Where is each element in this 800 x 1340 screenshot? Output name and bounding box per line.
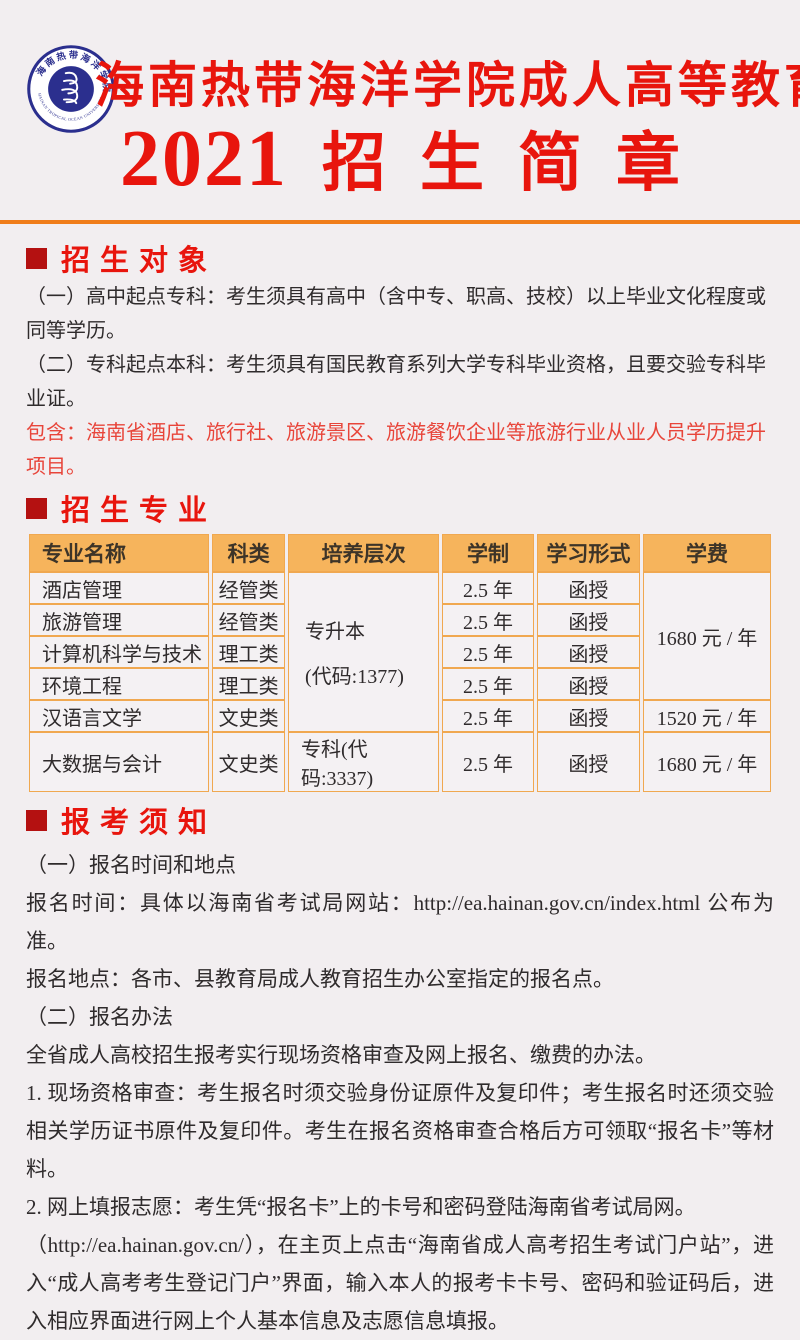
study-form-cell: 函授 [536, 668, 641, 700]
header: 海南热带海洋学院 HAINAN TROPICAL OCEAN UNIVERSIT… [0, 0, 800, 224]
major-name-cell: 计算机科学与技术 [29, 636, 210, 668]
section-heading-notice: 报考须知 [26, 804, 774, 839]
notice-paragraph-2: 报名时间：具体以海南省考试局网站：http://ea.hainan.gov.cn… [26, 891, 774, 953]
fee-merged-cell: 1680 元 / 年 [643, 572, 771, 700]
duration-cell: 2.5 年 [442, 636, 534, 668]
table-row: 大数据与会计 文史类 专科(代码:3337) 2.5 年 函授 1680 元 /… [29, 732, 771, 792]
majors-table: 专业名称 科类 培养层次 学制 学习形式 学费 酒店管理 经管类 专升本 (代码… [26, 534, 774, 792]
target-item-1: （一）高中起点专科：考生须具有高中（含中专、职高、技校）以上毕业文化程度或同等学… [26, 286, 766, 342]
duration-cell: 2.5 年 [442, 572, 534, 604]
table-row: 计算机科学与技术 理工类 2.5 年 函授 [29, 636, 771, 668]
red-square-bullet-icon [26, 809, 47, 831]
orange-divider [0, 220, 800, 224]
major-name-cell: 旅游管理 [29, 604, 210, 636]
header-major-name: 专业名称 [29, 534, 210, 572]
section-heading-majors: 招生专业 [26, 492, 774, 527]
university-logo-seal: 海南热带海洋学院 HAINAN TROPICAL OCEAN UNIVERSIT… [27, 45, 115, 133]
level-line1: 专升本 [304, 621, 365, 643]
section-heading-targets: 招生对象 [26, 242, 774, 277]
study-form-cell: 函授 [536, 572, 641, 604]
notice-paragraph-4: （二）报名办法 [26, 1005, 173, 1029]
targets-heading: 招生对象 [61, 245, 218, 277]
notice-paragraph-1: （一）报名时间和地点 [26, 853, 236, 877]
header-duration: 学制 [442, 534, 534, 572]
target-item-2: （二）专科起点本科：考生须具有国民教育系列大学专科毕业资格，且要交验专科毕业证。 [26, 354, 766, 410]
fee-cell: 1680 元 / 年 [643, 732, 771, 792]
targets-body: （一）高中起点专科：考生须具有高中（含中专、职高、技校）以上毕业文化程度或同等学… [26, 280, 774, 484]
table-row: 汉语言文学 文史类 2.5 年 函授 1520 元 / 年 [29, 700, 771, 732]
category-cell: 经管类 [212, 572, 285, 604]
study-form-cell: 函授 [536, 604, 641, 636]
major-name-cell: 环境工程 [29, 668, 210, 700]
notice-paragraph-3: 报名地点：各市、县教育局成人教育招生办公室指定的报名点。 [26, 967, 614, 991]
content: 招生对象 （一）高中起点专科：考生须具有高中（含中专、职高、技校）以上毕业文化程… [0, 242, 800, 1340]
notice-paragraph-6: 1. 现场资格审查：考生报名时须交验身份证原件及复印件；考生报名时还须交验相关学… [26, 1081, 774, 1181]
red-square-bullet-icon [26, 497, 47, 519]
logo-wave-motif [61, 71, 79, 105]
header-category: 科类 [212, 534, 285, 572]
red-square-bullet-icon [26, 247, 47, 269]
header-study-form: 学习形式 [536, 534, 641, 572]
category-cell: 理工类 [212, 636, 285, 668]
study-form-cell: 函授 [536, 732, 641, 792]
table-row: 旅游管理 经管类 2.5 年 函授 [29, 604, 771, 636]
duration-cell: 2.5 年 [442, 668, 534, 700]
year-text: 2021 [120, 115, 288, 203]
level-line2: (代码:1377) [304, 666, 404, 688]
fee-cell: 1520 元 / 年 [643, 700, 771, 732]
major-name-cell: 酒店管理 [29, 572, 210, 604]
notice-paragraph-7: 2. 网上填报志愿：考生凭“报名卡”上的卡号和密码登陆海南省考试局网。 [26, 1195, 696, 1219]
study-form-cell: 函授 [536, 636, 641, 668]
major-name-cell: 汉语言文学 [29, 700, 210, 732]
notice-paragraph-8: （http://ea.hainan.gov.cn/），在主页上点击“海南省成人高… [26, 1233, 774, 1333]
university-title: 海南热带海洋学院成人高等教育 [95, 58, 800, 113]
major-name-cell: 大数据与会计 [29, 732, 210, 792]
notice-paragraph-5: 全省成人高校招生报考实行现场资格审查及网上报名、缴费的办法。 [26, 1043, 656, 1067]
category-cell: 文史类 [212, 700, 285, 732]
notice-body: （一）报名时间和地点 报名时间：具体以海南省考试局网站：http://ea.ha… [26, 846, 774, 1340]
header-level: 培养层次 [287, 534, 440, 572]
majors-heading: 招生专业 [61, 495, 218, 527]
main-title: 2021 招生简章 [0, 112, 800, 205]
study-form-cell: 函授 [536, 700, 641, 732]
level-merged-cell: 专升本 (代码:1377) [287, 572, 440, 732]
duration-cell: 2.5 年 [442, 732, 534, 792]
table-row: 酒店管理 经管类 专升本 (代码:1377) 2.5 年 函授 1680 元 /… [29, 572, 771, 732]
brochure-title-text: 招生简章 [322, 128, 714, 199]
category-cell: 理工类 [212, 668, 285, 700]
duration-cell: 2.5 年 [442, 700, 534, 732]
duration-cell: 2.5 年 [442, 604, 534, 636]
header-fee: 学费 [643, 534, 771, 572]
level-cell: 专科(代码:3337) [287, 732, 440, 792]
category-cell: 经管类 [212, 604, 285, 636]
majors-table-header-row: 专业名称 科类 培养层次 学制 学习形式 学费 [29, 534, 771, 572]
category-cell: 文史类 [212, 732, 285, 792]
notice-heading: 报考须知 [61, 807, 218, 839]
targets-highlight-note: 包含：海南省酒店、旅行社、旅游景区、旅游餐饮企业等旅游行业从业人员学历提升项目。 [26, 422, 766, 478]
table-row: 环境工程 理工类 2.5 年 函授 [29, 668, 771, 700]
